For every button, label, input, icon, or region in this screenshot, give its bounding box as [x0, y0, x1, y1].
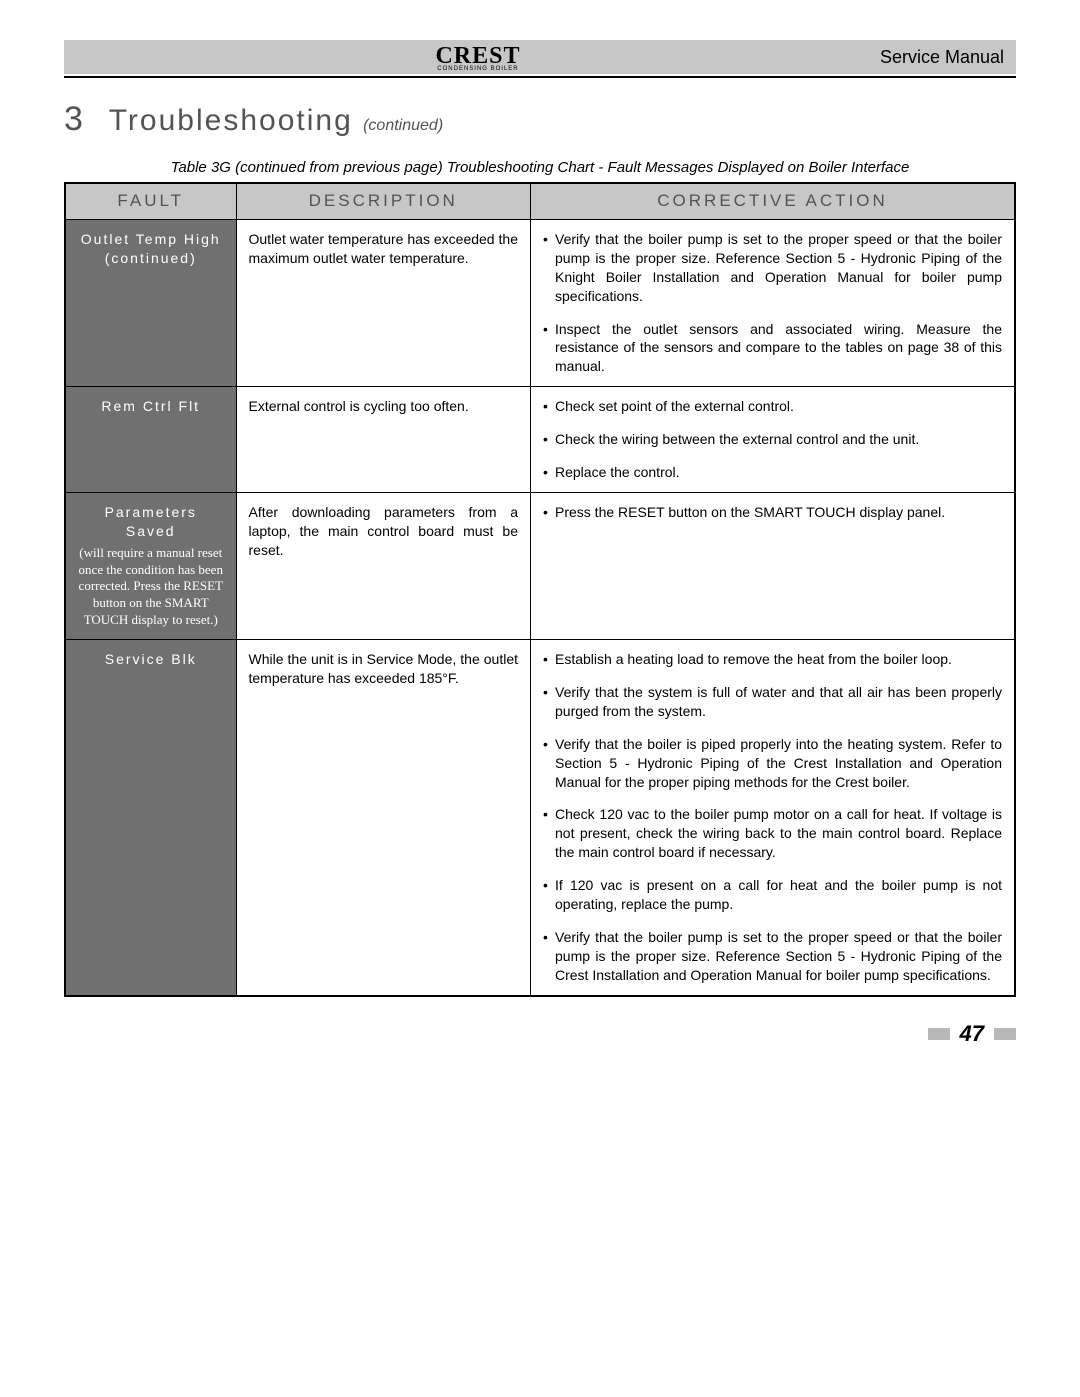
- fault-cell: Parameters Saved (will require a manual r…: [65, 492, 236, 639]
- fault-label: Parameters Saved: [105, 504, 197, 539]
- footer-block-icon: [994, 1028, 1016, 1040]
- description-cell: After downloading parameters from a lapt…: [236, 492, 531, 639]
- page-number: 47: [960, 1021, 984, 1047]
- action-item: Establish a heating load to remove the h…: [543, 650, 1002, 669]
- action-list: Verify that the boiler pump is set to th…: [543, 230, 1002, 376]
- action-item: Verify that the system is full of water …: [543, 683, 1002, 721]
- action-item: Press the RESET button on the SMART TOUC…: [543, 503, 1002, 522]
- action-item: Check the wiring between the external co…: [543, 430, 1002, 449]
- page: CREST CONDENSING BOILER Service Manual 3…: [0, 0, 1080, 1077]
- description-cell: While the unit is in Service Mode, the o…: [236, 640, 531, 996]
- table-row: Service Blk While the unit is in Service …: [65, 640, 1015, 996]
- action-item: Check set point of the external control.: [543, 397, 1002, 416]
- fault-cell: Rem Ctrl Flt: [65, 387, 236, 493]
- action-item: Verify that the boiler pump is set to th…: [543, 230, 1002, 306]
- action-cell: Establish a heating load to remove the h…: [531, 640, 1016, 996]
- action-item: Replace the control.: [543, 463, 1002, 482]
- action-item: Inspect the outlet sensors and associate…: [543, 320, 1002, 377]
- header-bar: CREST CONDENSING BOILER Service Manual: [64, 40, 1016, 74]
- table-caption: Table 3G (continued from previous page) …: [64, 159, 1016, 176]
- col-header-fault: FAULT: [65, 183, 236, 219]
- table-header-row: FAULT DESCRIPTION CORRECTIVE ACTION: [65, 183, 1015, 219]
- doc-type: Service Manual: [880, 47, 1004, 68]
- header-rule: [64, 76, 1016, 78]
- action-list: Check set point of the external control.…: [543, 397, 1002, 482]
- section-title-text: Troubleshooting: [109, 104, 353, 137]
- brand-name: CREST: [435, 43, 520, 69]
- action-cell: Check set point of the external control.…: [531, 387, 1016, 493]
- section-number: 3: [64, 100, 85, 138]
- brand-block: CREST CONDENSING BOILER: [76, 43, 880, 72]
- table-row: Outlet Temp High (continued) Outlet water…: [65, 219, 1015, 386]
- col-header-action: CORRECTIVE ACTION: [531, 183, 1016, 219]
- section-suffix: (continued): [363, 117, 443, 134]
- action-list: Press the RESET button on the SMART TOUC…: [543, 503, 1002, 522]
- col-header-description: DESCRIPTION: [236, 183, 531, 219]
- fault-label: Rem Ctrl Flt: [101, 398, 200, 414]
- action-item: Verify that the boiler pump is set to th…: [543, 928, 1002, 985]
- action-item: Verify that the boiler is piped properly…: [543, 735, 1002, 792]
- fault-label: Service Blk: [105, 651, 197, 667]
- action-item: Check 120 vac to the boiler pump motor o…: [543, 805, 1002, 862]
- description-cell: External control is cycling too often.: [236, 387, 531, 493]
- action-item: If 120 vac is present on a call for heat…: [543, 876, 1002, 914]
- fault-cell: Outlet Temp High (continued): [65, 219, 236, 386]
- action-cell: Verify that the boiler pump is set to th…: [531, 219, 1016, 386]
- section-heading: 3 Troubleshooting (continued): [64, 100, 1016, 139]
- description-cell: Outlet water temperature has exceeded th…: [236, 219, 531, 386]
- brand-subtitle: CONDENSING BOILER: [76, 66, 880, 72]
- action-list: Establish a heating load to remove the h…: [543, 650, 1002, 984]
- table-row: Parameters Saved (will require a manual r…: [65, 492, 1015, 639]
- troubleshooting-table: FAULT DESCRIPTION CORRECTIVE ACTION Outl…: [64, 182, 1016, 997]
- action-cell: Press the RESET button on the SMART TOUC…: [531, 492, 1016, 639]
- table-row: Rem Ctrl Flt External control is cycling …: [65, 387, 1015, 493]
- fault-label: Outlet Temp High (continued): [81, 231, 221, 266]
- footer-block-icon: [928, 1028, 950, 1040]
- fault-cell: Service Blk: [65, 640, 236, 996]
- fault-note: (will require a manual reset once the co…: [78, 545, 224, 629]
- page-footer: 47: [64, 1021, 1016, 1047]
